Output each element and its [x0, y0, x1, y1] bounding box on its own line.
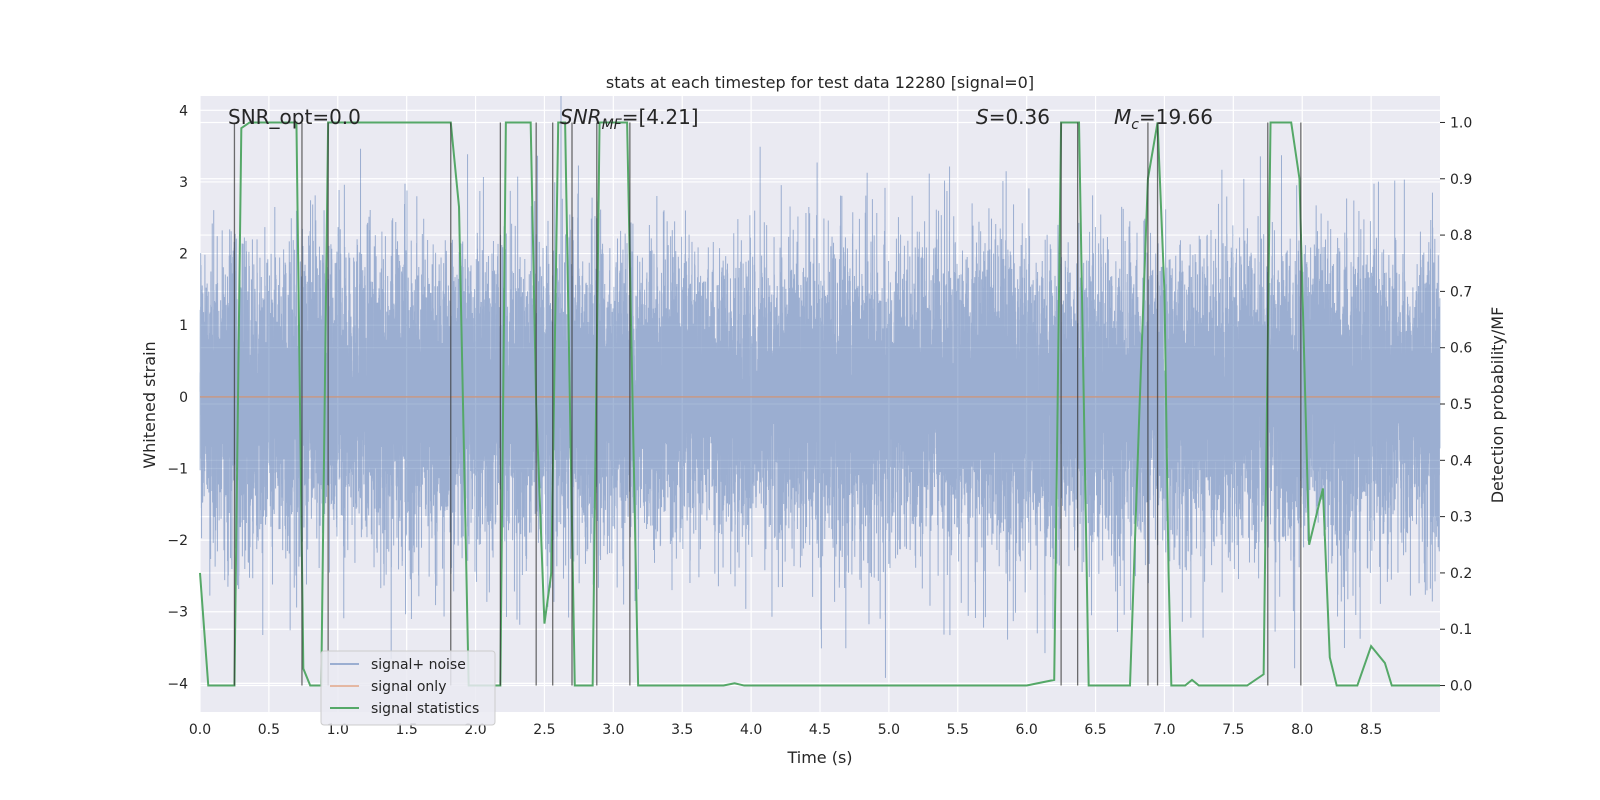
x-tick-label: 0.0 — [189, 722, 211, 738]
y-tick-label: 0 — [179, 390, 188, 406]
noise-line — [199, 95, 1441, 678]
x-tick-label: 1.0 — [327, 722, 349, 738]
stats-line — [199, 121, 1440, 687]
y-tick-label: −1 — [167, 461, 188, 477]
y2-axis-ticks: 1.0 0.9 0.8 0.7 0.6 0.5 0.4 0.3 0.2 0.1 0.0 — [1440, 115, 1472, 695]
y2-axis-label: Detection probability/MF — [1488, 307, 1507, 504]
y-axis-ticks: 4 3 2 1 0 −1 −2 −3 −4 — [167, 103, 188, 692]
y2-tick-label: 0.2 — [1450, 566, 1472, 582]
annotation-snr-mf-base: SNR — [560, 105, 602, 129]
annotation-snr-mf-value: =[4.21] — [622, 105, 699, 129]
y2-tick-label: 0.9 — [1450, 172, 1472, 188]
x-tick-label: 3.5 — [671, 722, 693, 738]
y2-tick-label: 0.6 — [1450, 341, 1472, 357]
y2-tick-label: 0.8 — [1450, 228, 1472, 244]
series-signal-noise — [199, 95, 1441, 678]
x-tick-label: 0.5 — [258, 722, 280, 738]
legend: signal+ noise signal only signal statist… — [320, 650, 496, 726]
x-tick-label: 6.0 — [1016, 722, 1038, 738]
x-tick-label: 1.5 — [396, 722, 418, 738]
annotation-mc-sub: c — [1131, 117, 1139, 133]
y2-tick-label: 0.0 — [1450, 679, 1472, 695]
x-tick-label: 6.5 — [1084, 722, 1106, 738]
chart-title: stats at each timestep for test data 122… — [606, 73, 1034, 92]
x-axis-ticks: 0.0 0.5 1.0 1.5 2.0 2.5 3.0 3.5 4.0 4.5 5.0 5.5 6.0 6… — [189, 722, 1382, 738]
annotation-s-symbol: S — [976, 105, 989, 129]
annotation-snr-opt: SNR_opt=0.0 — [228, 105, 361, 129]
x-tick-label: 2.0 — [464, 722, 486, 738]
y2-tick-label: 0.5 — [1450, 397, 1472, 413]
annotation-mc-value: =19.66 — [1139, 105, 1213, 129]
y2-tick-label: 0.4 — [1450, 453, 1472, 469]
y-tick-label: −2 — [167, 533, 188, 549]
x-tick-label: 5.5 — [947, 722, 969, 738]
annotation-s-value: =0.36 — [989, 105, 1050, 129]
x-tick-label: 3.0 — [602, 722, 624, 738]
y-tick-label: −4 — [167, 676, 188, 692]
annotation-snr-mf: SNRMF=[4.21] — [560, 105, 699, 133]
y-axis-label: Whitened strain — [140, 341, 159, 468]
y-tick-label: 4 — [179, 103, 188, 119]
annotation-s: S=0.36 — [976, 105, 1050, 129]
legend-label-noise: signal+ noise — [371, 657, 466, 673]
y-tick-label: 2 — [179, 247, 188, 263]
y2-tick-label: 0.7 — [1450, 284, 1472, 300]
y-tick-label: −3 — [167, 605, 188, 621]
y2-tick-label: 0.3 — [1450, 510, 1472, 526]
annotation-snr-mf-sub: MF — [602, 117, 623, 133]
x-tick-label: 8.5 — [1360, 722, 1382, 738]
legend-box — [320, 650, 496, 726]
legend-label-stats: signal statistics — [371, 701, 479, 717]
annotation-mc: Mc=19.66 — [1114, 105, 1213, 133]
legend-label-signal: signal only — [371, 679, 446, 695]
y2-tick-label: 0.1 — [1450, 622, 1472, 638]
x-axis-label: Time (s) — [786, 748, 852, 767]
x-tick-label: 2.5 — [533, 722, 555, 738]
x-tick-label: 5.0 — [878, 722, 900, 738]
series-signal-statistics — [199, 121, 1440, 687]
y-tick-label: 1 — [179, 318, 188, 334]
x-tick-label: 7.0 — [1153, 722, 1175, 738]
x-tick-label: 7.5 — [1222, 722, 1244, 738]
x-tick-label: 4.5 — [809, 722, 831, 738]
y-tick-label: 3 — [179, 175, 188, 191]
y2-tick-label: 1.0 — [1450, 115, 1472, 131]
annotation-mc-symbol: M — [1114, 105, 1131, 129]
x-tick-label: 8.0 — [1291, 722, 1313, 738]
vertical-markers — [233, 122, 1302, 686]
x-tick-label: 4.0 — [740, 722, 762, 738]
